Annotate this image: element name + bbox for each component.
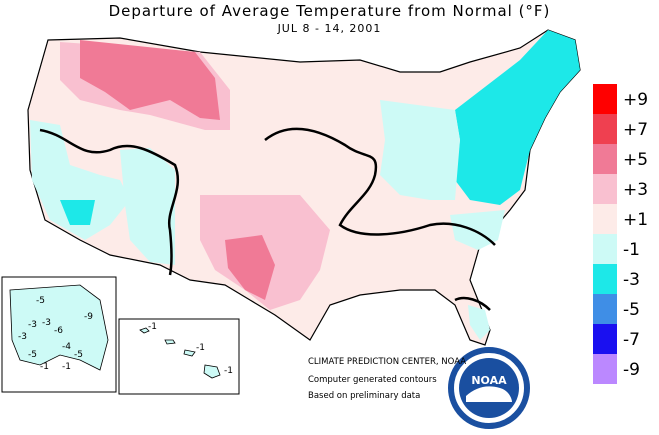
- map-date-range: JUL 8 - 14, 2001: [277, 22, 382, 35]
- legend-row: -5: [593, 294, 653, 324]
- credit-line1: Computer generated contours: [308, 375, 437, 385]
- alaska-label: -1: [40, 362, 49, 372]
- legend-swatch: [593, 114, 617, 144]
- alaska-landmass: [9, 284, 109, 371]
- alaska-label: -9: [84, 312, 93, 322]
- alaska-label: -3: [28, 320, 37, 330]
- legend-label: +9: [623, 90, 649, 110]
- noaa-logo-text: NOAA: [471, 374, 507, 387]
- legend-label: -5: [623, 300, 640, 320]
- legend-row: +5: [593, 144, 653, 174]
- legend-row: -9: [593, 354, 653, 384]
- cold-anomaly-california: [60, 200, 95, 225]
- legend-row: +9: [593, 84, 653, 114]
- zero-contour-west: [39, 128, 180, 276]
- cool-anomaly-west-coast: [30, 120, 130, 240]
- cold-anomaly-northeast: [455, 30, 580, 205]
- legend-row: +1: [593, 204, 653, 234]
- legend-row: -3: [593, 264, 653, 294]
- legend-row: -7: [593, 324, 653, 354]
- legend-swatch: [593, 204, 617, 234]
- legend-swatch: [593, 144, 617, 174]
- legend-swatch: [593, 234, 617, 264]
- strong-warm-anomaly-texas: [225, 235, 275, 300]
- alaska-label: -5: [74, 350, 83, 360]
- alaska-label: -6: [54, 326, 63, 336]
- zero-contour-central: [264, 127, 496, 246]
- legend-swatch: [593, 354, 617, 384]
- cool-anomaly-great-lakes: [380, 100, 460, 200]
- cool-anomaly-mountain: [120, 148, 175, 265]
- legend-swatch: [593, 174, 617, 204]
- alaska-label: -5: [28, 350, 37, 360]
- legend-label: +3: [623, 180, 649, 200]
- legend-label: -9: [623, 360, 640, 380]
- zero-contour-southeast: [454, 296, 491, 311]
- hawaii-inset-frame: [118, 318, 240, 395]
- legend-swatch: [593, 84, 617, 114]
- legend-label: -1: [623, 240, 640, 260]
- legend-swatch: [593, 294, 617, 324]
- alaska-label: -3: [18, 332, 27, 342]
- cool-anomaly-florida: [468, 305, 490, 340]
- legend-label: -7: [623, 330, 640, 350]
- legend-row: -1: [593, 234, 653, 264]
- hawaii-label: -1: [196, 343, 205, 353]
- strong-warm-anomaly-montana: [80, 40, 220, 120]
- alaska-label: -4: [62, 342, 71, 352]
- credit-line2: Based on preliminary data: [308, 391, 421, 401]
- alaska-label: -3: [42, 318, 51, 328]
- legend-swatch: [593, 264, 617, 294]
- legend-label: +7: [623, 120, 649, 140]
- hawaii-label: -1: [148, 322, 157, 332]
- legend-swatch: [593, 324, 617, 354]
- credit-center: CLIMATE PREDICTION CENTER, NOAA: [308, 357, 467, 367]
- alaska-label: -1: [62, 362, 71, 372]
- legend-row: +7: [593, 114, 653, 144]
- map-title: Departure of Average Temperature from No…: [108, 2, 551, 20]
- hawaii-islands: [139, 327, 221, 379]
- legend-row: +3: [593, 174, 653, 204]
- noaa-logo-bird: [466, 386, 512, 402]
- alaska-label: -5: [36, 296, 45, 306]
- legend-label: +5: [623, 150, 649, 170]
- legend-label: +1: [623, 210, 649, 230]
- legend-label: -3: [623, 270, 640, 290]
- hawaii-label: -1: [224, 366, 233, 376]
